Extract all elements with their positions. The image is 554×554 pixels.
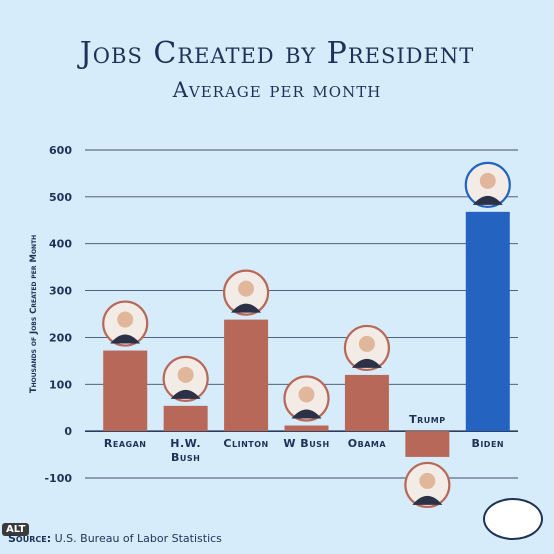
category-label: Obama <box>348 437 387 450</box>
source-note: Source: U.S. Bureau of Labor Statistics <box>8 532 222 545</box>
white-house-seal-icon <box>483 498 543 540</box>
category-label: Reagan <box>104 437 147 450</box>
portrait-suit-icon <box>170 389 201 399</box>
portrait-suit-icon <box>231 303 262 313</box>
category-label: Trump <box>409 413 445 426</box>
bar <box>465 211 510 432</box>
bar <box>163 405 208 432</box>
y-tick-label: -100 <box>44 472 72 485</box>
portrait-face-icon <box>479 172 496 189</box>
bar <box>405 431 450 457</box>
portrait-face-icon <box>298 386 315 403</box>
y-tick-label: 200 <box>49 331 72 344</box>
alt-badge[interactable]: ALT <box>2 523 30 536</box>
portrait-face-icon <box>419 472 436 489</box>
y-tick-label: 400 <box>49 238 72 251</box>
category-label: Clinton <box>223 437 268 450</box>
portrait-suit-icon <box>291 409 322 419</box>
portrait-face-icon <box>117 311 134 328</box>
y-tick-label: 0 <box>64 425 72 438</box>
category-label: Bush <box>171 451 200 464</box>
bar <box>284 425 329 432</box>
category-label: Biden <box>471 437 504 450</box>
source-text: U.S. Bureau of Labor Statistics <box>54 532 222 545</box>
portrait-face-icon <box>358 335 375 352</box>
chart-title: Jobs Created by President <box>79 36 475 71</box>
portrait-suit-icon <box>110 334 141 344</box>
y-tick-label: 300 <box>49 285 72 298</box>
y-tick-label: 600 <box>49 144 72 157</box>
bar <box>224 319 269 432</box>
category-label: W Bush <box>283 437 329 450</box>
portrait-suit-icon <box>472 195 503 205</box>
category-label: H.W. <box>170 437 201 450</box>
bar <box>103 350 148 432</box>
portrait-suit-icon <box>351 358 382 368</box>
y-tick-label: 100 <box>49 378 72 391</box>
chart-subtitle: Average per month <box>172 78 382 102</box>
bar <box>344 374 389 432</box>
portrait-face-icon <box>177 366 194 383</box>
y-tick-label: 500 <box>49 191 72 204</box>
portrait-face-icon <box>238 280 255 297</box>
y-axis-label: Thousands of Jobs Created per Month <box>29 235 39 393</box>
source-label: Source: <box>8 532 52 545</box>
portrait-suit-icon <box>412 495 443 505</box>
